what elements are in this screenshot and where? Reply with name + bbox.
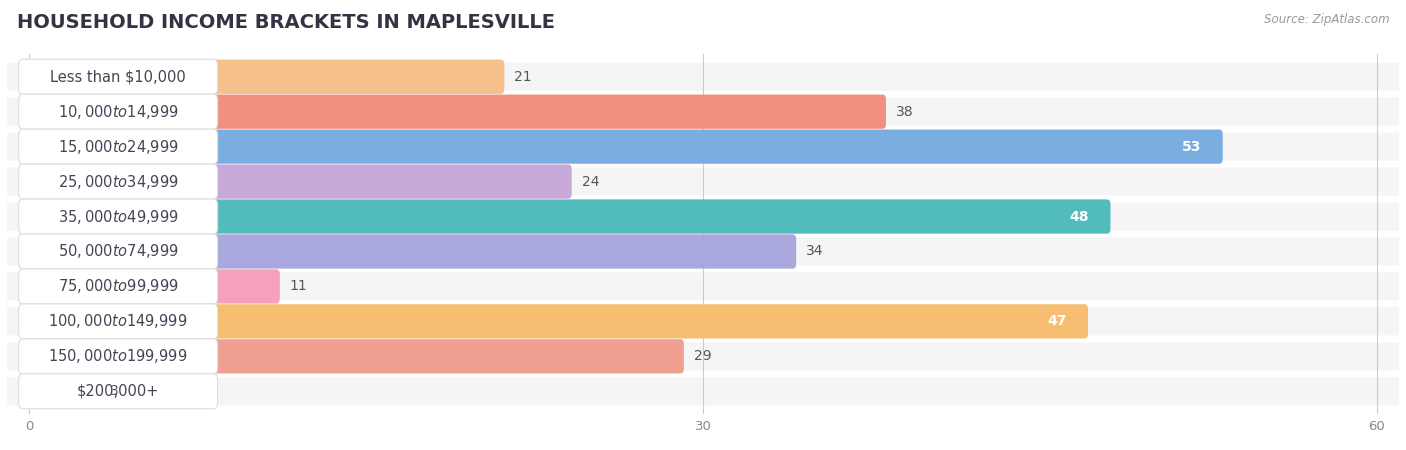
- Text: 21: 21: [515, 70, 531, 84]
- Text: $35,000 to $49,999: $35,000 to $49,999: [58, 207, 179, 225]
- FancyBboxPatch shape: [7, 238, 1399, 266]
- FancyBboxPatch shape: [7, 377, 1399, 405]
- FancyBboxPatch shape: [27, 199, 1111, 234]
- Text: 24: 24: [582, 175, 599, 189]
- FancyBboxPatch shape: [7, 202, 1399, 230]
- FancyBboxPatch shape: [27, 304, 1088, 338]
- Text: 48: 48: [1070, 210, 1090, 224]
- Text: 34: 34: [806, 244, 824, 258]
- FancyBboxPatch shape: [18, 59, 218, 94]
- FancyBboxPatch shape: [27, 94, 886, 129]
- FancyBboxPatch shape: [27, 339, 683, 374]
- Text: 53: 53: [1182, 140, 1201, 153]
- Text: 3: 3: [110, 384, 120, 398]
- Text: $15,000 to $24,999: $15,000 to $24,999: [58, 138, 179, 156]
- FancyBboxPatch shape: [7, 342, 1399, 370]
- FancyBboxPatch shape: [7, 63, 1399, 91]
- Text: $25,000 to $34,999: $25,000 to $34,999: [58, 172, 179, 190]
- FancyBboxPatch shape: [7, 167, 1399, 196]
- Text: Source: ZipAtlas.com: Source: ZipAtlas.com: [1264, 14, 1389, 27]
- FancyBboxPatch shape: [18, 339, 218, 374]
- FancyBboxPatch shape: [18, 234, 218, 269]
- Text: $150,000 to $199,999: $150,000 to $199,999: [48, 347, 188, 365]
- FancyBboxPatch shape: [7, 98, 1399, 126]
- Text: HOUSEHOLD INCOME BRACKETS IN MAPLESVILLE: HOUSEHOLD INCOME BRACKETS IN MAPLESVILLE: [17, 14, 555, 32]
- Text: 29: 29: [695, 349, 711, 363]
- FancyBboxPatch shape: [27, 234, 796, 269]
- FancyBboxPatch shape: [27, 164, 572, 199]
- Text: $75,000 to $99,999: $75,000 to $99,999: [58, 278, 179, 296]
- FancyBboxPatch shape: [7, 272, 1399, 301]
- FancyBboxPatch shape: [18, 199, 218, 234]
- Text: 11: 11: [290, 279, 308, 293]
- FancyBboxPatch shape: [18, 374, 218, 409]
- FancyBboxPatch shape: [27, 269, 280, 304]
- FancyBboxPatch shape: [18, 269, 218, 304]
- Text: 38: 38: [896, 105, 914, 119]
- FancyBboxPatch shape: [18, 129, 218, 164]
- FancyBboxPatch shape: [7, 133, 1399, 161]
- FancyBboxPatch shape: [27, 130, 1223, 164]
- Text: $100,000 to $149,999: $100,000 to $149,999: [48, 312, 188, 330]
- FancyBboxPatch shape: [18, 94, 218, 129]
- FancyBboxPatch shape: [18, 164, 218, 199]
- Text: Less than $10,000: Less than $10,000: [51, 69, 186, 84]
- FancyBboxPatch shape: [27, 59, 505, 94]
- Text: $50,000 to $74,999: $50,000 to $74,999: [58, 243, 179, 261]
- Text: 47: 47: [1047, 315, 1067, 328]
- FancyBboxPatch shape: [27, 374, 100, 409]
- FancyBboxPatch shape: [18, 304, 218, 339]
- FancyBboxPatch shape: [7, 307, 1399, 335]
- Text: $200,000+: $200,000+: [77, 384, 159, 399]
- Text: $10,000 to $14,999: $10,000 to $14,999: [58, 103, 179, 121]
